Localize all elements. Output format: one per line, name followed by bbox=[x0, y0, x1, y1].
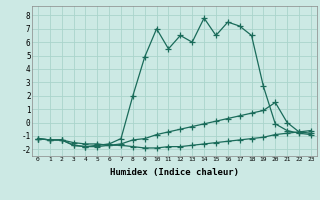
X-axis label: Humidex (Indice chaleur): Humidex (Indice chaleur) bbox=[110, 168, 239, 177]
